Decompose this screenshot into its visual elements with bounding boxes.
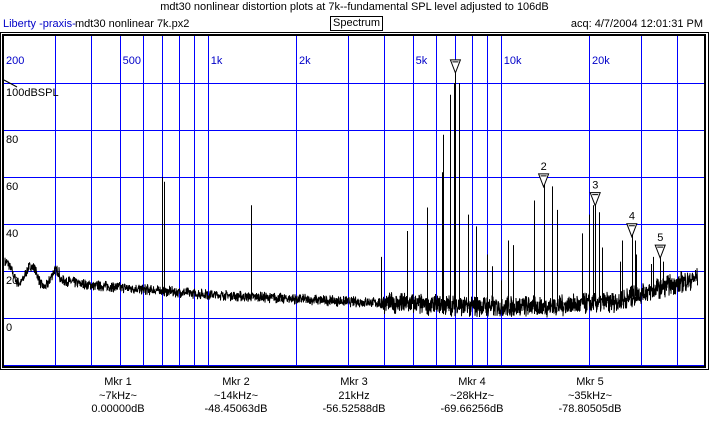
marker-2-number: 2 — [541, 161, 547, 173]
marker-readout: Mkr 5 ~35kHz~ -78.80505dB — [530, 376, 650, 417]
marker-5-number: 5 — [657, 232, 663, 244]
marker-readout: Mkr 4 ~28kHz~ -69.66256dB — [412, 376, 532, 417]
x-tick-label: 2k — [299, 55, 311, 67]
marker-value: -56.52588dB — [322, 403, 386, 415]
x-tick-label: 10k — [504, 55, 522, 67]
y-tick-label: 80 — [6, 134, 18, 146]
acquisition-time: acq: 4/7/2004 12:01:31 PM — [570, 18, 703, 30]
marker-value: -69.66256dB — [440, 403, 504, 415]
marker-label: Mkr 4 — [458, 376, 486, 388]
marker-readout: Mkr 2 ~14kHz~ -48.45063dB — [176, 376, 296, 417]
y-tick-label: 0 — [6, 322, 12, 334]
marker-3-number: 3 — [592, 180, 598, 192]
x-tick-label: 1k — [211, 55, 223, 67]
spectrum-button[interactable]: Spectrum — [330, 16, 384, 31]
marker-freq-label: ~35kHz~ — [567, 389, 613, 402]
marker-label: Mkr 5 — [576, 376, 604, 388]
marker-readout: Mkr 3 21kHz -56.52588dB — [294, 376, 414, 417]
marker-4-number: 4 — [629, 211, 635, 223]
x-tick-label: 200 — [6, 55, 24, 67]
marker-label: Mkr 2 — [222, 376, 250, 388]
y-tick-label: 40 — [6, 228, 18, 240]
marker-3-icon — [589, 192, 601, 208]
plot-frame — [2, 34, 706, 368]
file-name: mdt30 nonlinear 7k.px2 — [75, 18, 190, 30]
x-tick-label: 5k — [416, 55, 428, 67]
marker-freq-label: ~28kHz~ — [449, 389, 495, 402]
marker-freq-label: 21kHz — [338, 389, 370, 402]
reference-level-icon — [3, 79, 18, 88]
y-tick-label: 20 — [6, 275, 18, 287]
marker-freq-label: ~14kHz~ — [213, 389, 259, 402]
marker-freq-label: ~7kHz~ — [99, 389, 137, 402]
y-tick-label: 100dBSPL — [6, 87, 59, 99]
marker-4-icon — [626, 223, 638, 239]
marker-value: 0.00000dB — [91, 403, 145, 415]
marker-5-icon — [654, 244, 666, 260]
brand-label: Liberty -praxis- — [3, 18, 76, 30]
x-tick-label: 500 — [123, 55, 141, 67]
x-tick-label: 20k — [592, 55, 610, 67]
marker-1-icon — [449, 59, 462, 75]
marker-label: Mkr 3 — [340, 376, 368, 388]
marker-label: Mkr 1 — [104, 376, 132, 388]
marker-2-icon — [537, 173, 550, 189]
y-tick-label: 60 — [6, 181, 18, 193]
marker-value: -78.80505dB — [558, 403, 622, 415]
chart-title: mdt30 nonlinear distortion plots at 7k--… — [160, 1, 549, 13]
marker-value: -48.45063dB — [204, 403, 268, 415]
marker-readout: Mkr 1 ~7kHz~ 0.00000dB — [58, 376, 178, 417]
